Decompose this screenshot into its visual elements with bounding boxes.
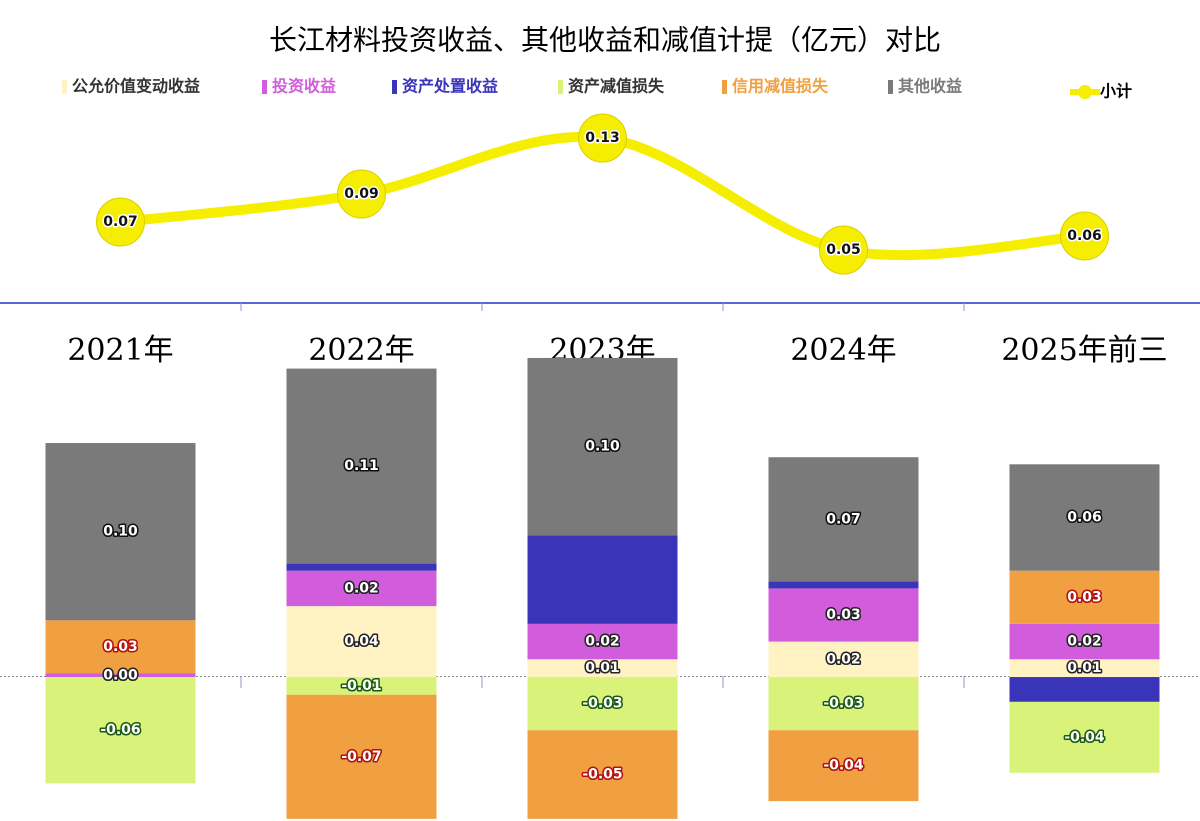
bar-segment [286, 606, 437, 678]
bar-segment [1009, 659, 1160, 678]
data-label: -0.03 [582, 696, 622, 712]
data-label: -0.05 [582, 767, 622, 783]
x-tick-label: 2024年 [790, 333, 896, 368]
data-label: 0.05 [826, 242, 861, 258]
bar-segment [768, 457, 919, 582]
legend-marker [558, 80, 563, 94]
bar-segment [527, 677, 678, 731]
data-label: 0.02 [585, 634, 620, 650]
data-label: -0.06 [100, 722, 140, 738]
bar-segment [768, 677, 919, 731]
bar-segment [45, 673, 196, 678]
boundary-ticks [240, 303, 965, 688]
data-label: 0.11 [344, 458, 379, 474]
data-label: 0.03 [1067, 589, 1102, 605]
data-label: 0.00 [103, 667, 138, 683]
bar-segment [286, 570, 437, 607]
data-label: -0.07 [341, 749, 381, 765]
legend-label: 其他收益 [898, 77, 962, 96]
line-marker [96, 197, 145, 247]
legend-marker [62, 80, 67, 94]
line-marker [819, 225, 868, 275]
bar-segment [286, 368, 437, 564]
bar-segment [527, 357, 678, 536]
line-marker [578, 113, 627, 163]
data-label: -0.01 [341, 678, 381, 694]
data-label: 0.10 [103, 524, 138, 540]
legend-label: 投资收益 [272, 77, 336, 96]
legend-label: 资产减值损失 [568, 77, 665, 96]
data-label: 0.02 [344, 580, 379, 596]
legend-marker [392, 80, 397, 94]
data-label: 0.03 [103, 639, 138, 655]
bar-segment [768, 588, 919, 642]
line-marker [337, 169, 386, 219]
data-label: -0.03 [823, 696, 863, 712]
bar-segment [1009, 701, 1160, 773]
data-label: 0.13 [585, 130, 620, 146]
data-label: 0.02 [1067, 634, 1102, 650]
data-label: 0.01 [585, 660, 620, 676]
bar-segment [45, 677, 196, 784]
legend-label: 公允价值变动收益 [72, 77, 200, 96]
bar-segment [1009, 570, 1160, 624]
chart-title: 长江材料投资收益、其他收益和减值计提（亿元）对比 [269, 24, 941, 57]
data-label: 0.01 [1067, 660, 1102, 676]
bar-segment [286, 563, 437, 571]
x-tick-label: 2025年前三 [1001, 333, 1167, 368]
bar-segment [45, 620, 196, 674]
data-label: 0.04 [344, 634, 379, 650]
bar-segment [286, 677, 437, 695]
data-label: 0.07 [826, 511, 861, 527]
x-tick-label: 2021年 [67, 333, 173, 368]
data-label: 0.07 [103, 214, 138, 230]
bar-segment [527, 623, 678, 660]
legend-label: 信用减值损失 [732, 77, 829, 96]
data-label: 0.09 [344, 186, 379, 202]
legend-marker [262, 80, 267, 94]
bar-segment [768, 641, 919, 678]
legend-marker [722, 80, 727, 94]
data-label: 0.02 [826, 651, 861, 667]
x-tick-label: 2022年 [308, 333, 414, 368]
bar-segment [768, 581, 919, 589]
legend-marker [888, 80, 893, 94]
bar-segment [527, 730, 678, 819]
bar-segment [45, 443, 196, 621]
data-label: -0.04 [823, 758, 864, 774]
data-label: 0.06 [1067, 510, 1102, 526]
bar-segment [1009, 464, 1160, 571]
data-label: 0.03 [826, 607, 861, 623]
data-label: 0.10 [585, 439, 620, 455]
legend-marker [1078, 85, 1092, 99]
bar-segment [1009, 623, 1160, 660]
data-label: -0.04 [1064, 729, 1105, 745]
data-label: 0.06 [1067, 228, 1102, 244]
bar-segment [286, 694, 437, 819]
bar-segment [768, 730, 919, 802]
bar-segment [527, 535, 678, 624]
line-marker [1060, 211, 1109, 261]
legend-label: 小计 [1100, 82, 1132, 101]
legend-label: 资产处置收益 [402, 77, 498, 96]
bar-segment [1009, 677, 1160, 702]
bar-segment [527, 659, 678, 678]
